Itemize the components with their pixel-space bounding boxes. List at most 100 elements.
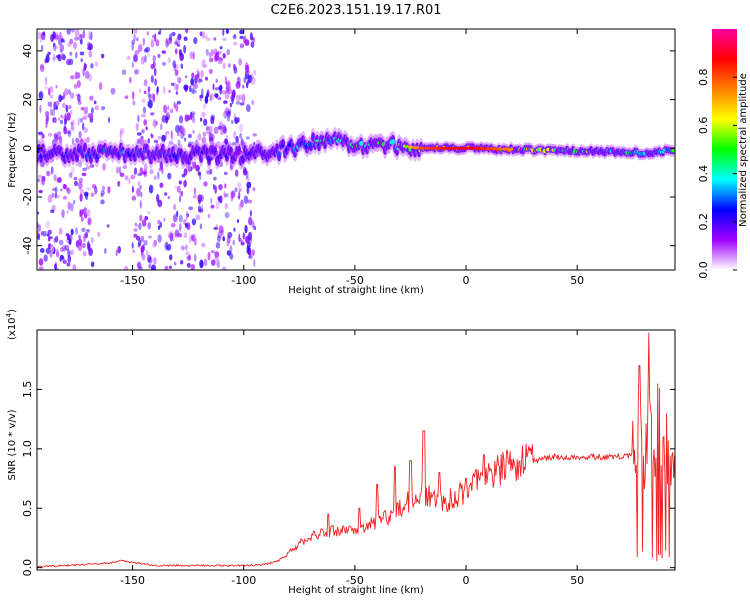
spectrogram-cell [73,199,76,205]
spectrogram-cell [69,51,73,56]
spectrogram-cell [67,129,72,138]
spectrogram-cell [189,51,194,60]
spectrogram-cell [135,37,139,42]
spectrogram-cell [192,82,198,89]
spectrogram-cell [191,234,194,242]
spectrogram-cell [38,131,43,135]
spectrogram-cell [186,222,191,231]
spectrogram-cell [80,58,83,63]
spectrogram-cell [78,234,81,240]
spectrogram-cell [199,223,203,230]
spectrogram-cell [173,101,176,109]
spectrogram-cell [81,122,85,131]
spectrogram-cell [234,187,238,193]
spectrogram-cell [58,227,63,235]
spectrogram-cell [173,215,177,222]
spectrogram-cell [131,195,137,201]
spectrogram-cell [435,146,442,150]
spectrogram-cell [230,120,234,124]
spectrogram-cell [139,185,142,190]
spectrogram-cell [205,48,209,56]
spectrogram-cell [179,52,184,62]
spectrogram-cell [54,45,59,50]
snr-panel: -150 -100 -50 0 50 0.0 0.5 1.0 1.5 Height of st… [5,309,676,596]
spectrogram-cell [115,166,120,174]
spectrogram-cell [246,81,249,89]
spectrogram-cell [246,136,250,140]
spectrogram-cell [60,52,65,61]
spectrogram-cell [152,55,156,62]
spectrogram-cell [178,214,183,223]
spectrogram-cell [248,255,253,259]
spectrogram-cell [227,231,233,239]
spectrogram-cell [60,114,63,119]
spectrogram-cell [154,33,157,43]
spectrogram-cell [180,191,183,196]
spectrogram-cell [90,261,95,268]
spectrogram-cell [208,68,213,74]
spectrogram-cell [233,63,236,68]
spectrogram-cell [169,232,173,242]
spectrogram-cell [183,36,188,42]
spectrogram-cell [144,215,149,221]
colorbar-tick-label: 0.0 [697,261,710,279]
spectrogram-cell [88,43,93,51]
spectrogram-cell [47,229,52,235]
spectrogram-cell [191,218,197,226]
spectrogram-cell [168,33,173,41]
spectrogram-cell [204,95,209,104]
spectrogram-cell [214,185,217,194]
spectrogram-cell [231,192,234,200]
spectrogram-cell [221,90,227,95]
snr-frame [36,329,676,571]
spectrogram-cell [161,61,166,66]
spectrogram-cell [165,131,168,140]
spectrogram-cell [199,31,203,37]
spectrogram-cell [69,38,74,45]
spectrogram-cell [197,70,200,78]
spectrogram-cell [175,124,180,134]
spectrogram-cell [224,90,230,100]
spectrogram-cell [64,118,67,125]
spectrogram-frame [36,28,676,271]
spectrogram-cell [163,85,166,95]
spectrogram-cell [179,195,182,203]
spectrogram-cell [166,243,172,251]
spectrogram-cell [225,84,230,93]
spectrogram-cell [139,88,142,93]
spectrogram-cell [46,233,50,237]
spectrogram-cell [78,130,82,139]
spectrogram-cell [218,85,223,91]
spectrogram-cell [40,248,45,253]
spectrogram-cell [235,135,239,144]
spectrogram-cell [215,224,218,228]
spectrogram-cell [485,147,492,151]
spectrogram-cell [54,235,59,243]
spectrogram-cell [94,105,100,111]
spectrogram-cell [157,53,161,59]
spectrogram-cell [58,239,64,246]
spectrogram-cell [242,169,248,176]
spectrogram-cell [191,116,196,124]
spectrogram-cell [128,177,131,184]
spectrogram-cell [183,232,188,239]
spectrogram-cell [159,161,163,170]
spectrogram-cell [81,227,86,232]
spectrogram-cell [207,251,211,261]
spectrogram-cell [47,132,53,137]
spectrogram-cell [84,232,88,239]
snr-x-tick-label: -50 [346,574,364,587]
spectrogram-cell [110,87,116,95]
spectrogram-cell [175,91,179,95]
spectrogram-cell [79,39,83,45]
spectrogram-cell [228,63,231,68]
spectrogram-cell [58,94,63,102]
spectrogram-cell [74,29,80,37]
spectrogram-cell [165,40,169,48]
spectrogram-cell [232,142,237,146]
spectrogram-cell [229,245,233,254]
spectrogram-cell [70,125,75,131]
spectrogram-cell [238,188,242,192]
spectrogram-cell [218,184,223,191]
colorbar-ticks: 0.0 0.2 0.4 0.6 0.8 [697,68,737,279]
